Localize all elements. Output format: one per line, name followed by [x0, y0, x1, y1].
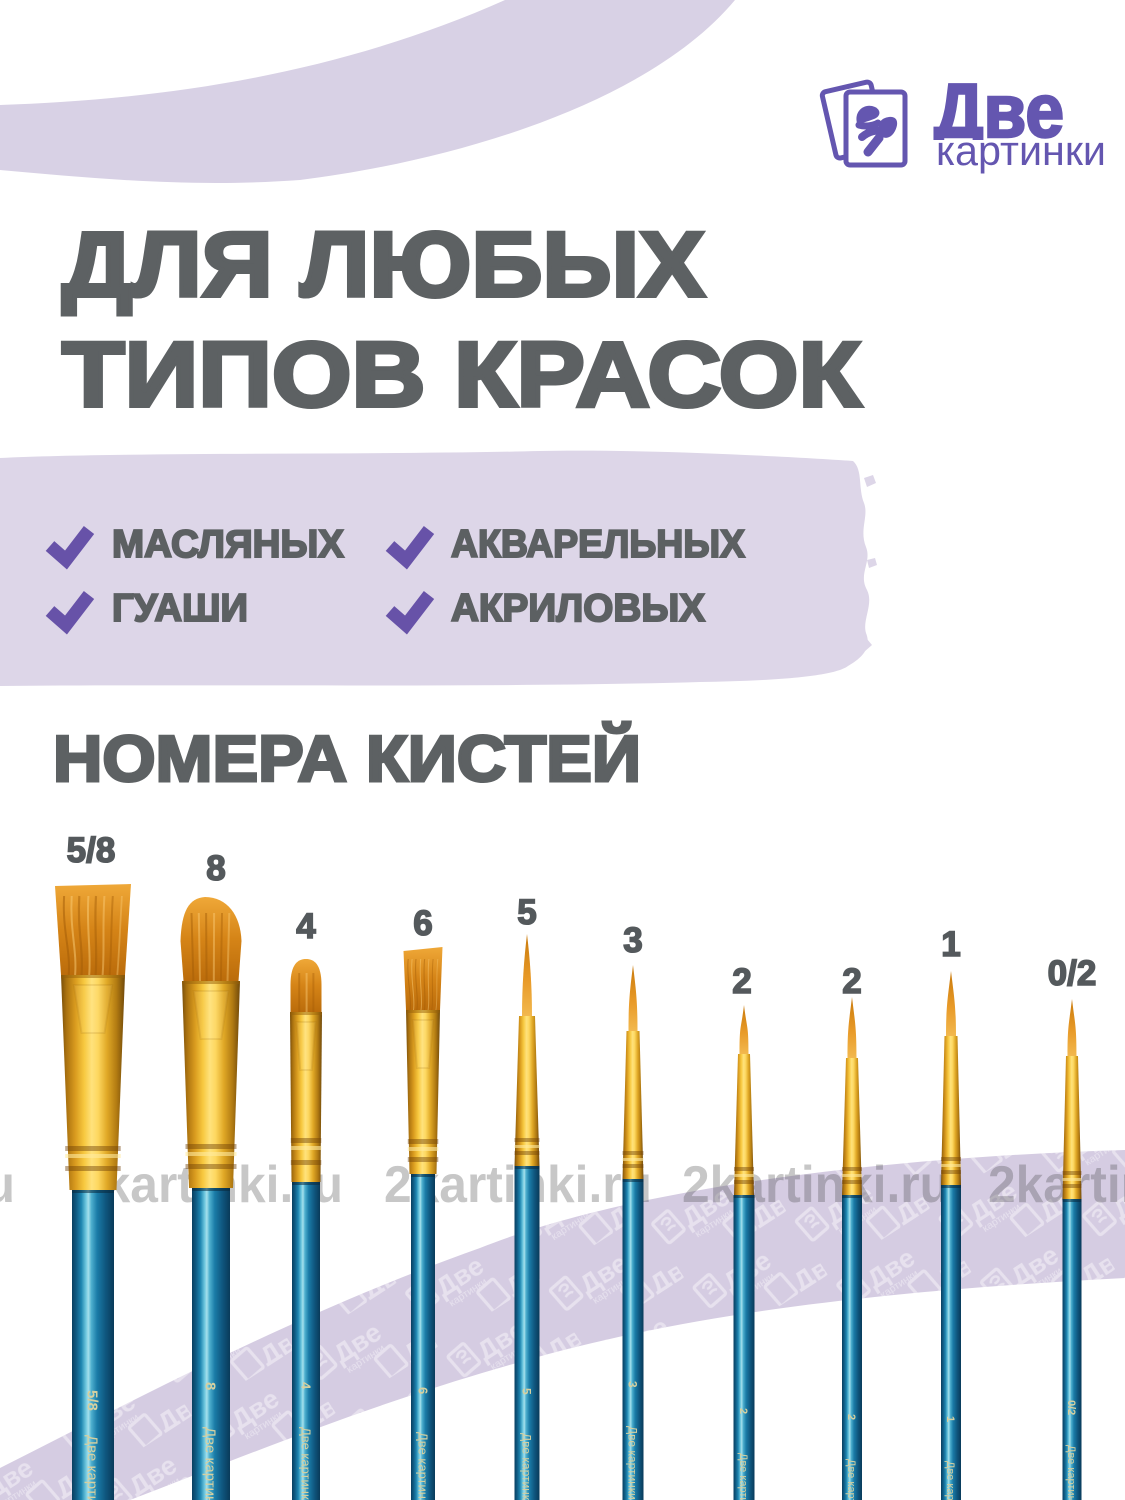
- svg-text:2kartinki.ru: 2kartinki.ru: [682, 1156, 950, 1214]
- svg-text:2: 2: [842, 962, 861, 1001]
- svg-text:Две картинки: Две картинки: [202, 1427, 219, 1500]
- svg-text:2: 2: [845, 1414, 857, 1420]
- svg-text:1: 1: [944, 1416, 956, 1422]
- svg-text:Две картинки: Две картинки: [520, 1433, 534, 1500]
- svg-text:АКРИЛОВЫХ: АКРИЛОВЫХ: [451, 587, 705, 630]
- svg-text:Две картинки: Две картинки: [1065, 1445, 1077, 1500]
- svg-text:МАСЛЯНЫХ: МАСЛЯНЫХ: [112, 523, 344, 566]
- svg-text:5/8: 5/8: [84, 1390, 101, 1411]
- svg-text:Две картинки: Две картинки: [415, 1432, 430, 1500]
- svg-text:картинки: картинки: [936, 127, 1106, 174]
- svg-text:8: 8: [202, 1382, 219, 1390]
- svg-text:Две картинки: Две картинки: [737, 1453, 749, 1500]
- svg-text:3: 3: [623, 921, 642, 960]
- svg-text:АКВАРЕЛЬНЫХ: АКВАРЕЛЬНЫХ: [451, 523, 745, 566]
- svg-text:Две картинки: Две картинки: [298, 1427, 313, 1500]
- svg-text:2: 2: [732, 962, 751, 1001]
- svg-text:3: 3: [626, 1381, 640, 1388]
- svg-text:Две картинки: Две картинки: [845, 1459, 857, 1500]
- svg-text:Две: Две: [934, 69, 1064, 154]
- svg-text:5: 5: [520, 1388, 534, 1395]
- svg-text:4: 4: [296, 907, 316, 946]
- svg-text:НОМЕРА КИСТЕЙ: НОМЕРА КИСТЕЙ: [53, 722, 641, 795]
- svg-text:6: 6: [413, 904, 432, 943]
- svg-text:8: 8: [206, 849, 225, 888]
- svg-text:6: 6: [415, 1387, 430, 1394]
- svg-text:ТИПОВ КРАСОК: ТИПОВ КРАСОК: [62, 324, 862, 426]
- svg-text:0/2: 0/2: [1048, 954, 1097, 993]
- svg-text:2: 2: [737, 1408, 749, 1414]
- svg-text:Две картинки: Две картинки: [84, 1435, 101, 1500]
- svg-text:2kartinki.ru: 2kartinki.ru: [0, 1156, 15, 1214]
- svg-text:2kartinki.ru: 2kartinki.ru: [988, 1156, 1125, 1214]
- svg-text:0/2: 0/2: [1065, 1400, 1077, 1415]
- svg-text:ДЛЯ ЛЮБЫХ: ДЛЯ ЛЮБЫХ: [62, 214, 705, 316]
- svg-text:5: 5: [517, 893, 536, 932]
- svg-text:1: 1: [941, 925, 960, 964]
- svg-text:4: 4: [298, 1382, 313, 1390]
- svg-text:5/8: 5/8: [67, 831, 116, 870]
- svg-text:ГУАШИ: ГУАШИ: [112, 587, 248, 630]
- svg-text:Две картинки: Две картинки: [944, 1461, 956, 1500]
- svg-text:Две картинки: Две картинки: [626, 1426, 640, 1500]
